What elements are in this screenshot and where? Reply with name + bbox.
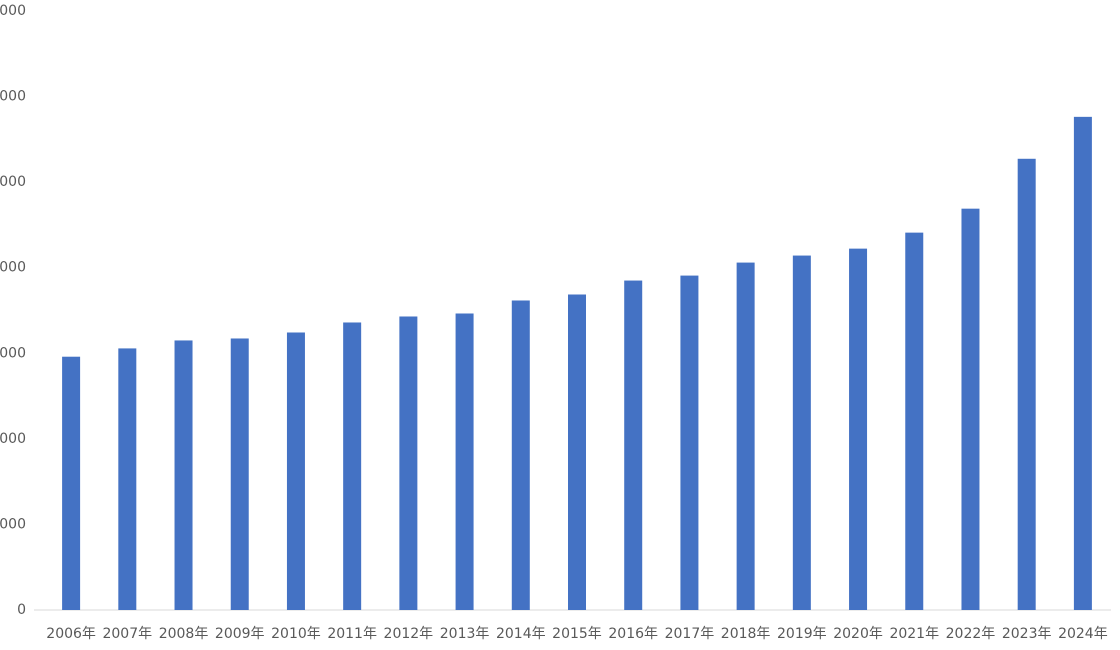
y-tick-label: 3000 bbox=[0, 345, 26, 361]
y-tick-label: 0 bbox=[17, 602, 26, 618]
bar bbox=[174, 340, 193, 610]
bar bbox=[1073, 116, 1092, 610]
y-tick-label: 1000 bbox=[0, 516, 26, 532]
bar bbox=[511, 300, 530, 610]
bar bbox=[624, 280, 643, 610]
bar bbox=[230, 338, 249, 610]
bar bbox=[961, 208, 980, 611]
x-tick-label: 2014年 bbox=[496, 626, 546, 642]
x-tick-label: 2010年 bbox=[271, 626, 321, 642]
bar bbox=[1017, 158, 1036, 610]
bar bbox=[118, 348, 137, 610]
x-tick-label: 2011年 bbox=[327, 626, 377, 642]
y-tick-label: 6000 bbox=[0, 89, 26, 105]
x-tick-label: 2024年 bbox=[1058, 626, 1108, 642]
bar bbox=[849, 248, 868, 611]
x-tick-label: 2007年 bbox=[102, 626, 152, 642]
x-tick-label: 2018年 bbox=[721, 626, 771, 642]
bar bbox=[680, 275, 699, 610]
y-tick-label: 5000 bbox=[0, 174, 26, 190]
bar bbox=[399, 316, 418, 610]
x-tick-label: 2006年 bbox=[46, 626, 96, 642]
bar bbox=[62, 356, 81, 610]
x-tick-label: 2023年 bbox=[1002, 626, 1052, 642]
x-tick-label: 2008年 bbox=[159, 626, 209, 642]
bar bbox=[736, 262, 755, 610]
bar bbox=[792, 255, 811, 610]
y-tick-label: 2000 bbox=[0, 431, 26, 447]
x-tick-label: 2013年 bbox=[440, 626, 490, 642]
x-tick-label: 2020年 bbox=[833, 626, 883, 642]
bar bbox=[455, 313, 474, 610]
y-tick-label: 4000 bbox=[0, 260, 26, 276]
bar bbox=[343, 322, 362, 610]
x-tick-label: 2022年 bbox=[946, 626, 996, 642]
y-tick-label: 7000 bbox=[0, 3, 26, 19]
bar bbox=[286, 332, 305, 610]
x-tick-label: 2019年 bbox=[777, 626, 827, 642]
bar bbox=[905, 232, 924, 610]
x-tick-label: 2015年 bbox=[552, 626, 602, 642]
x-tick-label: 2009年 bbox=[215, 626, 265, 642]
x-tick-label: 2012年 bbox=[384, 626, 434, 642]
x-tick-label: 2016年 bbox=[608, 626, 658, 642]
x-tick-label: 2021年 bbox=[889, 626, 939, 642]
bar bbox=[568, 294, 586, 610]
x-tick-label: 2017年 bbox=[665, 626, 715, 642]
